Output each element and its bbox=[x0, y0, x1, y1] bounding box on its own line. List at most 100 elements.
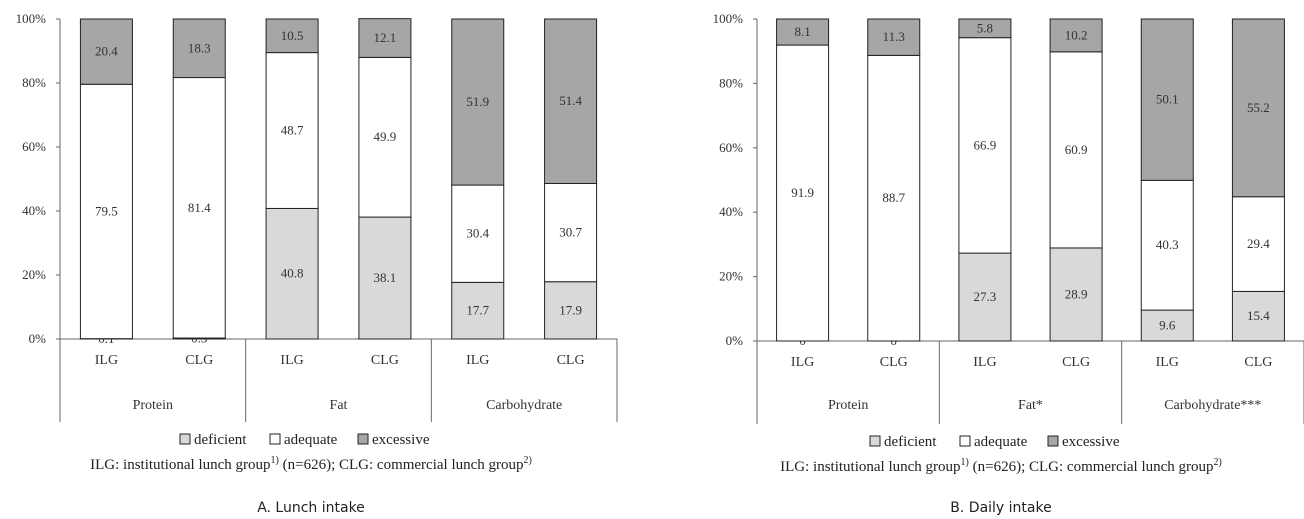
bar-segment-adequate bbox=[1140, 179, 1194, 311]
legend-swatch-deficient bbox=[179, 433, 191, 445]
bar-segment-adequate bbox=[451, 184, 505, 283]
bar-segment-adequate bbox=[172, 77, 226, 339]
data-label: 18.3 bbox=[188, 40, 211, 55]
bar-segment-adequate bbox=[1231, 196, 1285, 292]
chart-lunch-intake: 0%20%40%60%80%100%0.179.520.4ILG0.381.41… bbox=[16, 11, 618, 516]
x-group-label: Carbohydrate*** bbox=[1164, 398, 1261, 413]
bar-segment-excessive bbox=[958, 18, 1012, 39]
data-label: 49.9 bbox=[374, 129, 397, 144]
data-label: 66.9 bbox=[974, 137, 997, 152]
bar-segment-adequate bbox=[958, 37, 1012, 254]
data-label: 40.3 bbox=[1156, 237, 1179, 252]
legend-swatch-excessive bbox=[1047, 435, 1059, 447]
bar-segment-adequate bbox=[867, 54, 921, 342]
y-tick-label: 0% bbox=[29, 331, 47, 346]
bar-segment-deficient bbox=[265, 207, 319, 340]
bar-segment-adequate bbox=[358, 56, 412, 218]
x-category-label: CLG bbox=[371, 353, 399, 368]
legend-label-excessive: excessive bbox=[1062, 434, 1120, 450]
legend-label-deficient: deficient bbox=[884, 434, 937, 450]
legend-label-adequate: adequate bbox=[284, 432, 338, 448]
data-label: 51.9 bbox=[466, 94, 489, 109]
data-label: 29.4 bbox=[1247, 236, 1270, 251]
data-label: 88.7 bbox=[882, 190, 905, 205]
bar-segment-excessive bbox=[1231, 18, 1285, 198]
data-label: 28.9 bbox=[1065, 286, 1088, 301]
data-label: 81.4 bbox=[188, 200, 211, 215]
y-tick-label: 60% bbox=[719, 140, 743, 155]
bar-segment-excessive bbox=[867, 18, 921, 56]
footnote-text-2: (n=626); CLG: commercial lunch group bbox=[279, 457, 524, 473]
bar-segment-excessive bbox=[1049, 18, 1103, 53]
bar-segment-adequate bbox=[544, 182, 598, 283]
footnote: ILG: institutional lunch group1) (n=626)… bbox=[780, 457, 1222, 475]
bar-segment-excessive bbox=[172, 18, 226, 79]
bar-segment-adequate bbox=[79, 83, 133, 340]
data-label: 55.2 bbox=[1247, 100, 1270, 115]
data-label: 27.3 bbox=[974, 289, 997, 304]
y-tick-label: 0% bbox=[726, 333, 744, 348]
x-category-label: ILG bbox=[280, 353, 303, 368]
footnote-text-2: (n=626); CLG: commercial lunch group bbox=[969, 459, 1214, 475]
chart-daily-intake: 0%20%40%60%80%100%091.98.1ILG088.711.3CL… bbox=[713, 11, 1304, 516]
y-tick-label: 20% bbox=[22, 267, 46, 282]
x-category-label: ILG bbox=[791, 355, 814, 370]
x-category-label: CLG bbox=[185, 353, 213, 368]
footnote-sup-1: 1) bbox=[271, 455, 279, 466]
data-label: 10.5 bbox=[281, 28, 304, 43]
data-label: 51.4 bbox=[559, 93, 582, 108]
x-category-label: CLG bbox=[1062, 355, 1090, 370]
y-tick-label: 20% bbox=[719, 269, 743, 284]
data-label: 20.4 bbox=[95, 44, 118, 59]
x-category-label: CLG bbox=[880, 355, 908, 370]
data-label: 40.8 bbox=[281, 266, 304, 281]
x-category-label: ILG bbox=[1156, 355, 1179, 370]
bar-segment-excessive bbox=[776, 18, 830, 46]
footnote-text-1: ILG: institutional lunch group bbox=[780, 459, 960, 475]
bar-segment-excessive bbox=[265, 18, 319, 54]
bar-segment-adequate bbox=[265, 52, 319, 209]
legend-swatch-excessive bbox=[357, 433, 369, 445]
x-category-label: CLG bbox=[1244, 355, 1272, 370]
x-group-label: Protein bbox=[133, 398, 173, 413]
x-group-label: Carbohydrate bbox=[486, 398, 562, 413]
bar-segment-deficient bbox=[1049, 247, 1103, 342]
bar-segment-deficient bbox=[958, 252, 1012, 342]
data-label: 10.2 bbox=[1065, 27, 1088, 42]
bar-segment-excessive bbox=[79, 18, 133, 85]
chart-caption: B. Daily intake bbox=[950, 500, 1051, 516]
footnote: ILG: institutional lunch group1) (n=626)… bbox=[90, 455, 532, 473]
x-group-label: Fat* bbox=[1018, 398, 1043, 413]
data-label: 48.7 bbox=[281, 123, 304, 138]
data-label: 30.4 bbox=[466, 226, 489, 241]
data-label: 8.1 bbox=[794, 24, 810, 39]
x-group-label: Fat bbox=[330, 398, 348, 413]
bar-segment-deficient bbox=[1231, 290, 1285, 342]
bar-segment-deficient bbox=[544, 281, 598, 340]
legend-label-deficient: deficient bbox=[194, 432, 247, 448]
bar-segment-excessive bbox=[451, 18, 505, 186]
chart-caption: A. Lunch intake bbox=[257, 500, 365, 516]
x-group-label: Protein bbox=[828, 398, 868, 413]
x-category-label: ILG bbox=[466, 353, 489, 368]
legend-label-excessive: excessive bbox=[372, 432, 430, 448]
footnote-sup-1: 1) bbox=[961, 457, 969, 468]
footnote-text-1: ILG: institutional lunch group bbox=[90, 457, 270, 473]
legend-label-adequate: adequate bbox=[974, 434, 1028, 450]
x-category-label: CLG bbox=[557, 353, 585, 368]
data-label: 38.1 bbox=[374, 270, 397, 285]
data-label: 60.9 bbox=[1065, 142, 1088, 157]
y-tick-label: 40% bbox=[719, 204, 743, 219]
y-tick-label: 80% bbox=[22, 75, 46, 90]
legend-swatch-adequate bbox=[269, 433, 281, 445]
x-category-label: ILG bbox=[973, 355, 996, 370]
data-label: 17.7 bbox=[466, 303, 489, 318]
data-label: 5.8 bbox=[977, 20, 993, 35]
bar-segment-excessive bbox=[544, 18, 598, 184]
bar-segment-excessive bbox=[358, 18, 412, 58]
legend-swatch-adequate bbox=[959, 435, 971, 447]
legend: deficient adequate excessive bbox=[179, 432, 430, 448]
y-tick-label: 40% bbox=[22, 203, 46, 218]
data-label: 9.6 bbox=[1159, 318, 1176, 333]
